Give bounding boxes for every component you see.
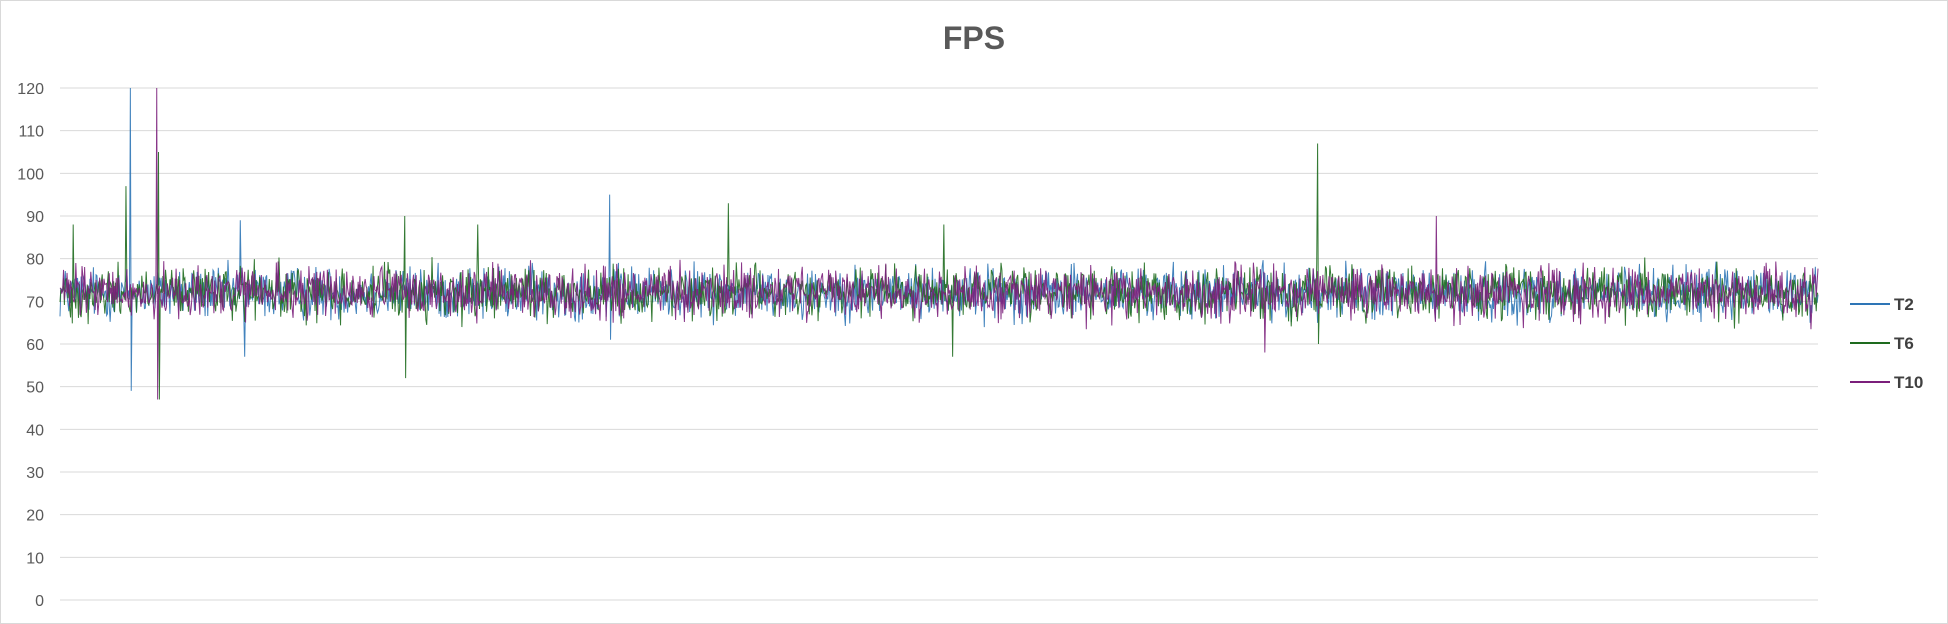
y-tick-label: 100 bbox=[17, 166, 44, 183]
series-line-t2 bbox=[59, 87, 1819, 391]
y-tick-label: 110 bbox=[18, 124, 44, 141]
y-tick-label: 40 bbox=[26, 422, 44, 439]
legend-label-t6: T6 bbox=[1894, 334, 1914, 353]
series-lines bbox=[59, 87, 1819, 400]
y-tick-label: 10 bbox=[26, 550, 44, 567]
y-tick-label: 120 bbox=[17, 81, 44, 98]
y-tick-label: 50 bbox=[26, 380, 44, 397]
legend-label-t2: T2 bbox=[1894, 295, 1914, 314]
y-tick-label: 0 bbox=[35, 593, 44, 610]
y-tick-label: 80 bbox=[26, 252, 44, 269]
series-line-t10 bbox=[59, 87, 1819, 400]
gridlines bbox=[60, 87, 1818, 601]
y-tick-label: 90 bbox=[26, 209, 44, 226]
y-axis-ticks: 0 10 20 30 40 50 60 70 80 90 100 110 120 bbox=[17, 81, 44, 610]
legend-label-t10: T10 bbox=[1894, 373, 1923, 392]
y-tick-label: 70 bbox=[26, 294, 44, 311]
y-tick-label: 30 bbox=[26, 465, 44, 482]
y-tick-label: 60 bbox=[26, 337, 44, 354]
y-tick-label: 20 bbox=[26, 508, 44, 525]
chart-title: FPS bbox=[942, 20, 1006, 56]
legend: T2 T6 T10 bbox=[1850, 295, 1923, 392]
